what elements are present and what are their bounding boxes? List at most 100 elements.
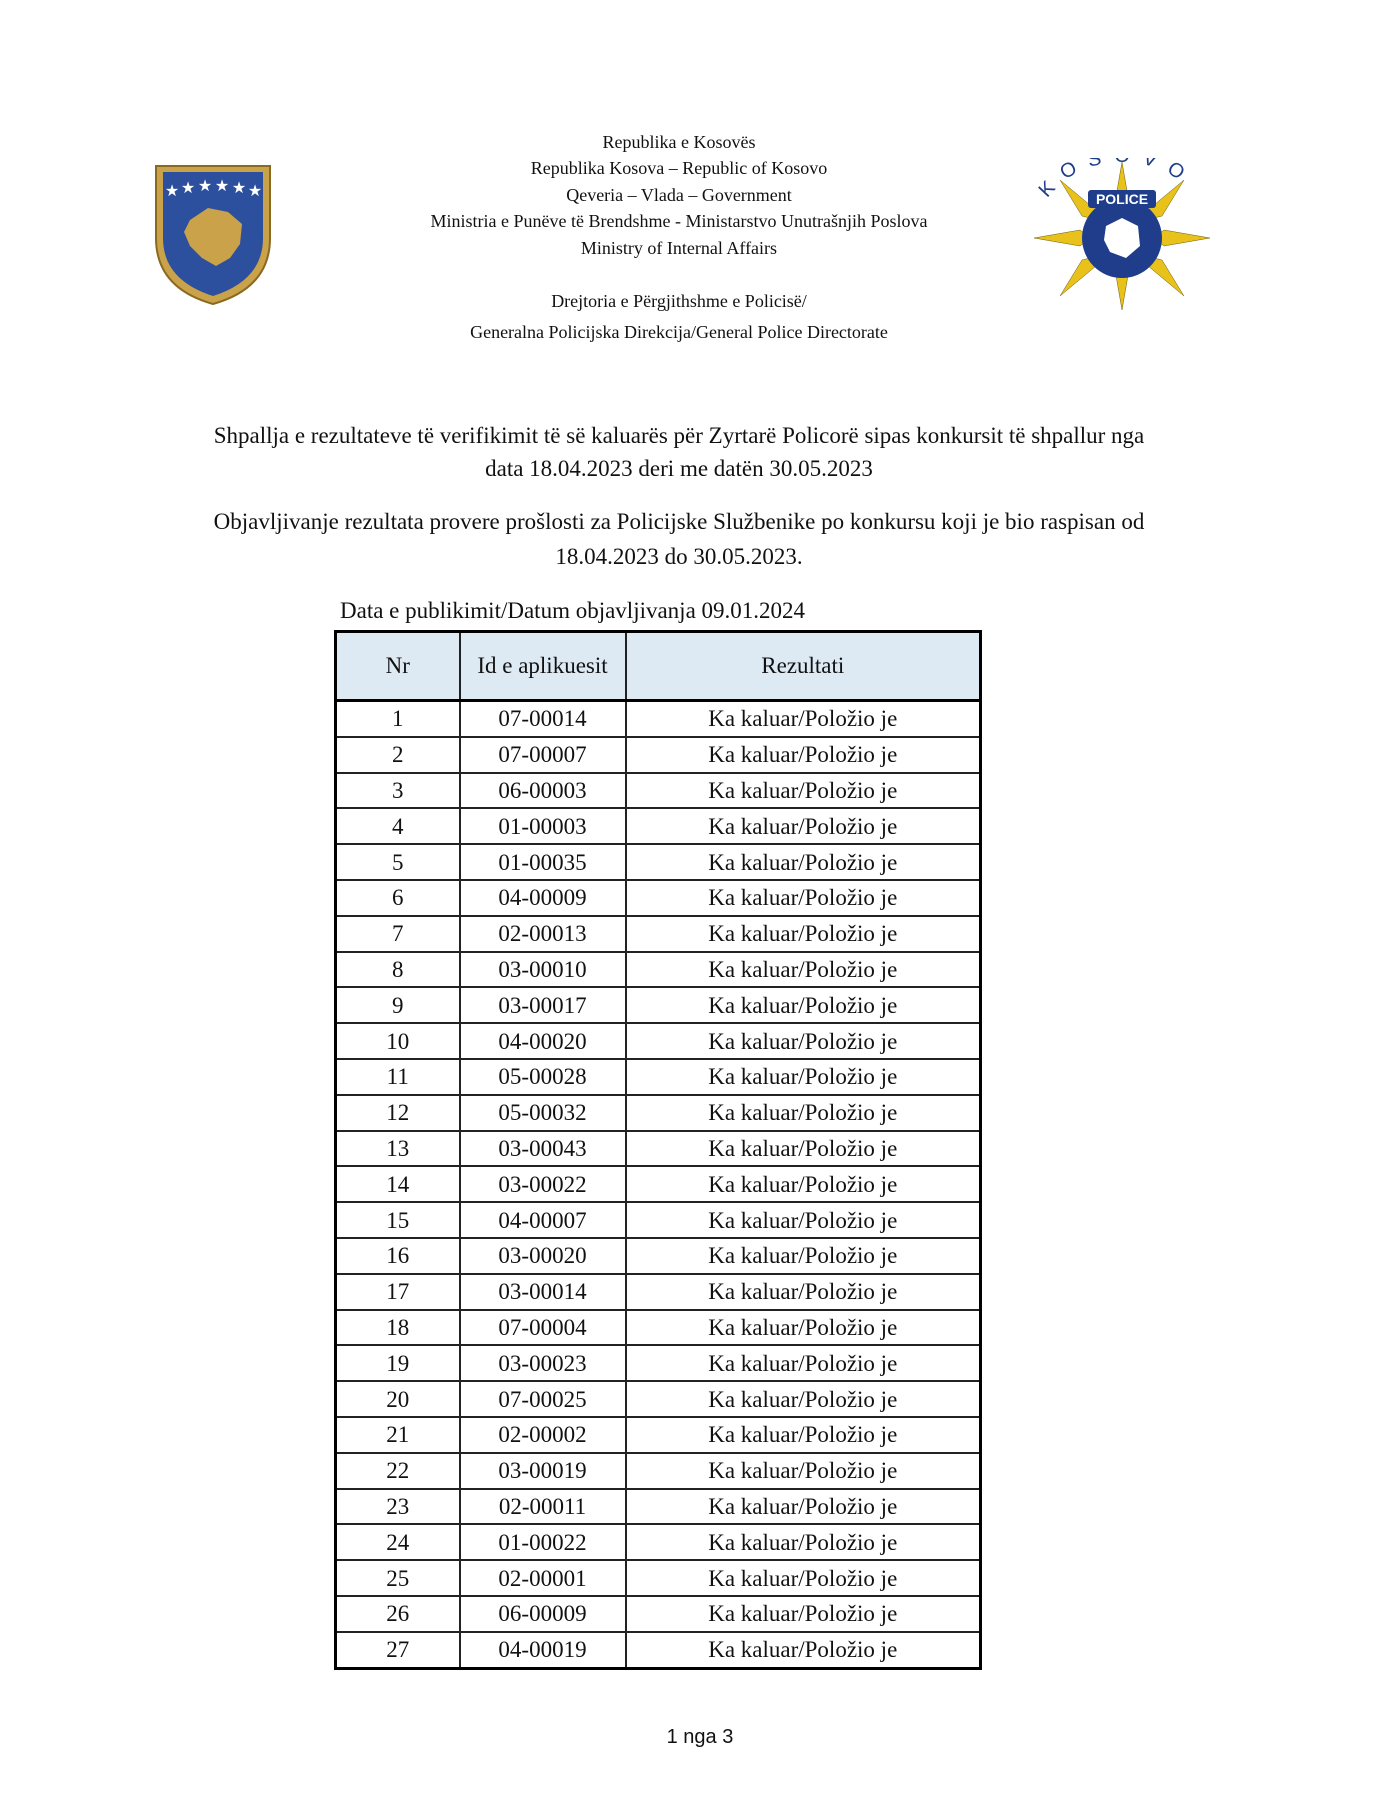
table-cell: Ka kaluar/Položio je: [624, 1165, 982, 1204]
table-cell: 05-00032: [458, 1093, 627, 1132]
table-row: 25 02-00001 Ka kaluar/Položio je: [334, 1559, 982, 1597]
table-row: 5 01-00035 Ka kaluar/Položio je: [334, 843, 982, 881]
table-row: 9 03-00017 Ka kaluar/Položio je: [334, 986, 982, 1025]
table-cell: 03-00017: [458, 986, 627, 1025]
table-cell: 02-00011: [458, 1487, 627, 1526]
table-cell: 04-00020: [458, 1022, 627, 1060]
table-cell: Ka kaluar/Položio je: [624, 1057, 982, 1096]
table-cell: 6: [334, 878, 461, 917]
table-row: 26 06-00009 Ka kaluar/Položio je: [334, 1594, 982, 1633]
table-cell: 03-00019: [458, 1451, 627, 1490]
table-cell: 07-00014: [458, 699, 627, 738]
table-row: 16 03-00020 Ka kaluar/Položio je: [334, 1236, 982, 1275]
police-logo: POLICE KOSOVO: [1033, 158, 1211, 311]
table-cell: 3: [334, 771, 461, 810]
table-cell: Ka kaluar/Položio je: [624, 1236, 982, 1275]
table-row: 10 04-00020 Ka kaluar/Položio je: [334, 1022, 982, 1060]
svg-text:★: ★: [248, 181, 262, 200]
table-row: 13 03-00043 Ka kaluar/Položio je: [334, 1129, 982, 1168]
table-cell: Ka kaluar/Položio je: [624, 1523, 982, 1562]
table-cell: 05-00028: [458, 1057, 627, 1096]
svg-text:★: ★: [181, 178, 195, 197]
table-cell: Ka kaluar/Položio je: [624, 1415, 982, 1454]
table-cell: 07-00025: [458, 1380, 627, 1418]
table-cell: Ka kaluar/Položio je: [624, 1594, 982, 1633]
table-cell: 22: [334, 1451, 461, 1490]
title-line: Shpallja e rezultateve të verifikimit të…: [213, 423, 1145, 448]
header-line: Republika e Kosovës: [602, 132, 756, 152]
table-row: 4 01-00003 Ka kaluar/Položio je: [334, 807, 982, 846]
table-cell: 15: [334, 1201, 461, 1239]
table-cell: Ka kaluar/Položio je: [624, 1451, 982, 1490]
table-row: 11 05-00028 Ka kaluar/Položio je: [334, 1057, 982, 1096]
title-line: 18.04.2023 do 30.05.2023.: [555, 544, 803, 569]
svg-text:★: ★: [215, 176, 229, 195]
table-cell: 24: [334, 1523, 461, 1562]
table-cell: 20: [334, 1380, 461, 1418]
table-cell: 1: [334, 699, 461, 738]
table-row: 21 02-00002 Ka kaluar/Položio je: [334, 1415, 982, 1454]
table-cell: 19: [334, 1344, 461, 1383]
table-cell: 03-00014: [458, 1272, 627, 1311]
table-cell: Ka kaluar/Položio je: [624, 843, 982, 881]
table-cell: 03-00043: [458, 1129, 627, 1168]
table-cell: Ka kaluar/Položio je: [624, 1559, 982, 1597]
table-cell: 03-00023: [458, 1344, 627, 1383]
table-cell: 14: [334, 1165, 461, 1204]
table-row: 3 06-00003 Ka kaluar/Položio je: [334, 771, 982, 810]
table-cell: 13: [334, 1129, 461, 1168]
table-cell: 10: [334, 1022, 461, 1060]
table-cell: 03-00022: [458, 1165, 627, 1204]
table-row: 14 03-00022 Ka kaluar/Položio je: [334, 1165, 982, 1204]
table-cell: 23: [334, 1487, 461, 1526]
svg-text:★: ★: [165, 181, 179, 200]
table-cell: 21: [334, 1415, 461, 1454]
table-cell: 02-00001: [458, 1559, 627, 1597]
table-row: 18 07-00004 Ka kaluar/Položio je: [334, 1308, 982, 1347]
table-cell: 01-00022: [458, 1523, 627, 1562]
table-row: 2 07-00007 Ka kaluar/Položio je: [334, 735, 982, 774]
header-line: Ministry of Internal Affairs: [580, 238, 778, 258]
table-row: 27 04-00019 Ka kaluar/Položio je: [334, 1630, 982, 1670]
badge-text: POLICE: [1096, 191, 1148, 207]
column-header: Rezultati: [624, 630, 982, 702]
table-cell: Ka kaluar/Položio je: [624, 1630, 982, 1670]
column-header: Id e aplikuesit: [458, 630, 627, 702]
table-row: 17 03-00014 Ka kaluar/Položio je: [334, 1272, 982, 1311]
table-row: 15 04-00007 Ka kaluar/Položio je: [334, 1201, 982, 1239]
header-line: Ministria e Punëve të Brendshme - Minist…: [430, 211, 928, 231]
table-cell: 07-00004: [458, 1308, 627, 1347]
table-cell: 26: [334, 1594, 461, 1633]
table-cell: 17: [334, 1272, 461, 1311]
header-line: Republika Kosova – Republic of Kosovo: [530, 158, 828, 178]
table-cell: Ka kaluar/Položio je: [624, 1022, 982, 1060]
table-row: 1 07-00014 Ka kaluar/Položio je: [334, 699, 982, 738]
table-row: 23 02-00011 Ka kaluar/Položio je: [334, 1487, 982, 1526]
publication-date: Data e publikimit/Datum objavljivanja 09…: [340, 598, 806, 623]
table-row: 7 02-00013 Ka kaluar/Položio je: [334, 914, 982, 953]
table-cell: Ka kaluar/Položio je: [624, 1487, 982, 1526]
table-row: 8 03-00010 Ka kaluar/Položio je: [334, 950, 982, 989]
table-cell: 5: [334, 843, 461, 881]
table-row: 19 03-00023 Ka kaluar/Položio je: [334, 1344, 982, 1383]
table-cell: Ka kaluar/Položio je: [624, 1129, 982, 1168]
table-cell: 04-00009: [458, 878, 627, 917]
table-cell: 01-00003: [458, 807, 627, 846]
table-cell: Ka kaluar/Položio je: [624, 807, 982, 846]
svg-text:★: ★: [198, 176, 212, 195]
table-cell: 06-00003: [458, 771, 627, 810]
table-row: 6 04-00009 Ka kaluar/Položio je: [334, 878, 982, 917]
table-cell: Ka kaluar/Položio je: [624, 878, 982, 917]
table-cell: Ka kaluar/Položio je: [624, 1308, 982, 1347]
title-line: Objavljivanje rezultata provere prošlost…: [213, 509, 1145, 534]
table-cell: Ka kaluar/Položio je: [624, 699, 982, 738]
table-cell: 01-00035: [458, 843, 627, 881]
page-number: 1 nga 3: [666, 1726, 734, 1748]
coat-of-arms: ★ ★ ★ ★ ★ ★: [155, 165, 271, 306]
results-table: Nr Id e aplikuesit Rezultati 1 07-00014 Ka k…: [334, 630, 982, 1670]
table-row: 20 07-00025 Ka kaluar/Položio je: [334, 1380, 982, 1418]
table-cell: Ka kaluar/Položio je: [624, 1380, 982, 1418]
table-cell: 04-00007: [458, 1201, 627, 1239]
table-cell: 18: [334, 1308, 461, 1347]
header-line: Generalna Policijska Direkcija/General P…: [470, 322, 888, 342]
